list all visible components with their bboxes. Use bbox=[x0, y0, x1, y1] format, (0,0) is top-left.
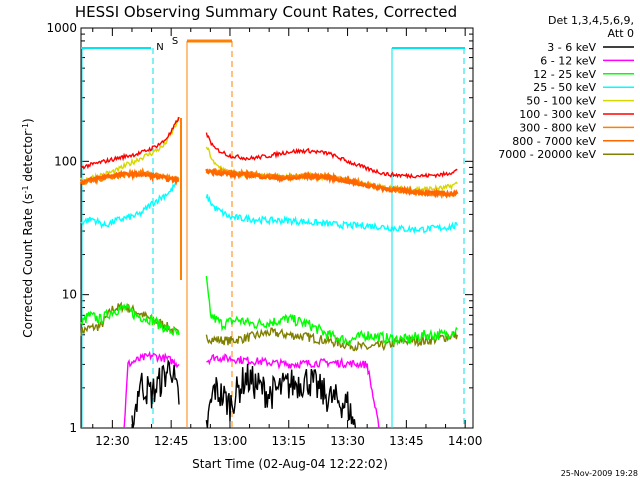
legend-entry-label: 800 - 7000 keV bbox=[512, 135, 596, 148]
series-line bbox=[79, 169, 180, 186]
y-axis-label: Corrected Count Rate (s-1 detector-1) bbox=[21, 118, 35, 337]
y-tick-label: 1000 bbox=[46, 21, 77, 35]
y-tick-label: 1 bbox=[69, 421, 77, 435]
x-tick-label: 13:30 bbox=[330, 434, 365, 448]
legend-entry-label: 50 - 100 keV bbox=[526, 95, 596, 108]
series-line bbox=[205, 276, 458, 347]
legend-entry-label: 7000 - 20000 keV bbox=[498, 148, 596, 161]
series-lines bbox=[79, 116, 459, 429]
series-line bbox=[205, 168, 459, 199]
x-tick-label: 12:45 bbox=[154, 434, 189, 448]
x-tick-label: 13:15 bbox=[271, 434, 306, 448]
series-line bbox=[80, 302, 180, 337]
legend-entry-label: 25 - 50 keV bbox=[533, 81, 596, 94]
series-line bbox=[80, 176, 180, 229]
y-tick-label: 100 bbox=[54, 154, 77, 168]
x-tick-label: 13:45 bbox=[389, 434, 424, 448]
series-line bbox=[205, 194, 458, 235]
series-line bbox=[80, 116, 180, 170]
legend-entry-label: 6 - 12 keV bbox=[540, 54, 596, 67]
saa-marker-label: S bbox=[172, 36, 178, 47]
x-tick-label: 12:30 bbox=[95, 434, 130, 448]
legend-entry-label: 100 - 300 keV bbox=[519, 108, 596, 121]
axis-ticks: 12:30 12:45 13:00 13:15 13:30 13:45 14:00 1 10 10… bbox=[46, 21, 482, 448]
plot-area: 12:30 12:45 13:00 13:15 13:30 13:45 14:00 1 10 10… bbox=[46, 21, 482, 448]
x-tick-label: 14:00 bbox=[448, 434, 483, 448]
y-tick-label: 10 bbox=[62, 288, 77, 302]
legend-entry-label: 12 - 25 keV bbox=[533, 68, 596, 81]
series-line bbox=[205, 363, 357, 429]
night-marker-label: N bbox=[156, 42, 163, 53]
series-line bbox=[131, 359, 180, 429]
plot-frame bbox=[80, 27, 474, 429]
chart-title: HESSI Observing Summary Count Rates, Cor… bbox=[75, 3, 457, 21]
x-axis-label: Start Time (02-Aug-04 12:22:02) bbox=[192, 457, 388, 471]
observing-spans: NS bbox=[81, 36, 465, 428]
series-line bbox=[123, 350, 180, 429]
legend-header-detectors: Det 1,3,4,5,6,9, bbox=[548, 14, 634, 27]
series-line bbox=[205, 327, 458, 352]
x-tick-label: 13:00 bbox=[213, 434, 248, 448]
legend-entry-label: 300 - 800 keV bbox=[519, 121, 596, 134]
series-line bbox=[206, 353, 380, 429]
timestamp: 25-Nov-2009 19:28 bbox=[561, 469, 638, 478]
legend-header-attenuator: Att 0 bbox=[608, 27, 634, 40]
series-line bbox=[205, 132, 458, 180]
legend-entry-label: 3 - 6 keV bbox=[547, 41, 596, 54]
